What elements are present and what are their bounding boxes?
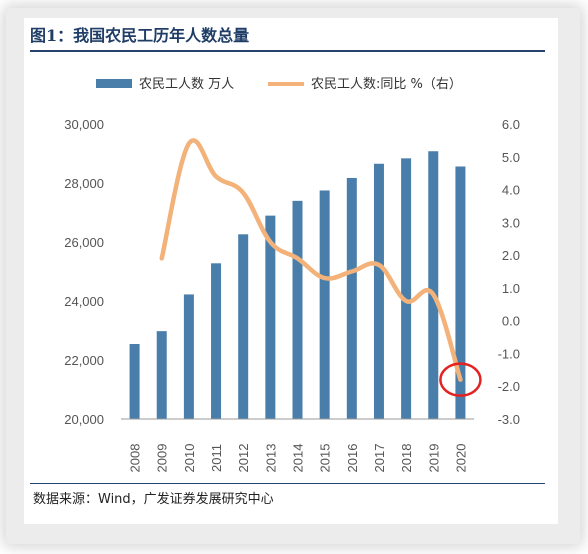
legend-bar-label: 农民工人数 万人 (139, 77, 234, 92)
x-tick-label: 2020 (453, 444, 468, 473)
right-tick-label: 5.0 (502, 150, 520, 165)
left-tick-label: 24,000 (64, 294, 104, 309)
source-rule (30, 483, 545, 484)
bar (428, 151, 439, 419)
right-tick-label: -3.0 (498, 412, 520, 427)
right-tick-label: 2.0 (502, 248, 520, 263)
left-tick-label: 28,000 (64, 176, 104, 191)
bar (346, 177, 357, 419)
bar (373, 163, 384, 419)
bar (183, 294, 194, 419)
x-tick-label: 2017 (372, 444, 387, 473)
bar (319, 190, 330, 419)
right-tick-label: 6.0 (502, 117, 520, 132)
bar (238, 234, 249, 419)
x-axis: 2008 2009 2010 2011 2012 2013 2014 2015 2016 2017… (121, 418, 474, 473)
x-tick-label: 2018 (399, 444, 414, 473)
bar (401, 158, 412, 419)
legend-line-label: 农民工人数:同比 %（右） (311, 77, 462, 92)
bar (265, 215, 276, 419)
right-tick-label: 1.0 (502, 281, 520, 296)
x-tick-label: 2010 (182, 444, 197, 473)
chart-title: 图1：我国农民工历年人数总量 (30, 26, 250, 45)
bar (211, 263, 222, 419)
x-tick-label: 2013 (263, 444, 278, 473)
line-series (159, 138, 463, 382)
left-tick-label: 20,000 (64, 412, 104, 427)
left-tick-label: 22,000 (64, 353, 104, 368)
bar (129, 344, 140, 419)
bar (455, 166, 466, 419)
title-rule (30, 50, 545, 52)
right-tick-label: 4.0 (502, 183, 520, 198)
highlight-circle (439, 362, 482, 397)
x-tick-label: 2015 (318, 444, 333, 473)
x-tick-label: 2009 (155, 444, 170, 473)
right-tick-label: -1.0 (498, 346, 520, 361)
left-tick-label: 30,000 (64, 117, 104, 132)
right-axis: -3.0 -2.0 -1.0 0.0 1.0 2.0 3.0 4.0 5.0 6.0 (498, 117, 520, 427)
right-tick-label: 0.0 (502, 314, 520, 329)
source-note: 数据来源：Wind，广发证券发展研究中心 (33, 492, 274, 507)
x-tick-label: 2016 (345, 444, 360, 473)
left-axis: 20,000 22,000 24,000 26,000 28,000 30,000 (64, 117, 104, 427)
legend: 农民工人数 万人 农民工人数:同比 %（右） (96, 77, 462, 92)
chart-card (24, 18, 558, 524)
bar (292, 200, 303, 419)
x-tick-label: 2019 (426, 444, 441, 473)
x-tick-label: 2011 (209, 444, 224, 472)
bar-series (129, 151, 466, 419)
yoy-line (159, 138, 463, 382)
x-tick-label: 2012 (236, 444, 251, 473)
x-tick-label: 2014 (291, 444, 306, 473)
right-tick-label: -2.0 (498, 379, 520, 394)
right-tick-label: 3.0 (502, 215, 520, 230)
x-tick-label: 2008 (128, 444, 143, 473)
bar (156, 331, 167, 419)
left-tick-label: 26,000 (64, 235, 104, 250)
annotation-layer (439, 362, 482, 397)
legend-bar-swatch (96, 79, 132, 88)
